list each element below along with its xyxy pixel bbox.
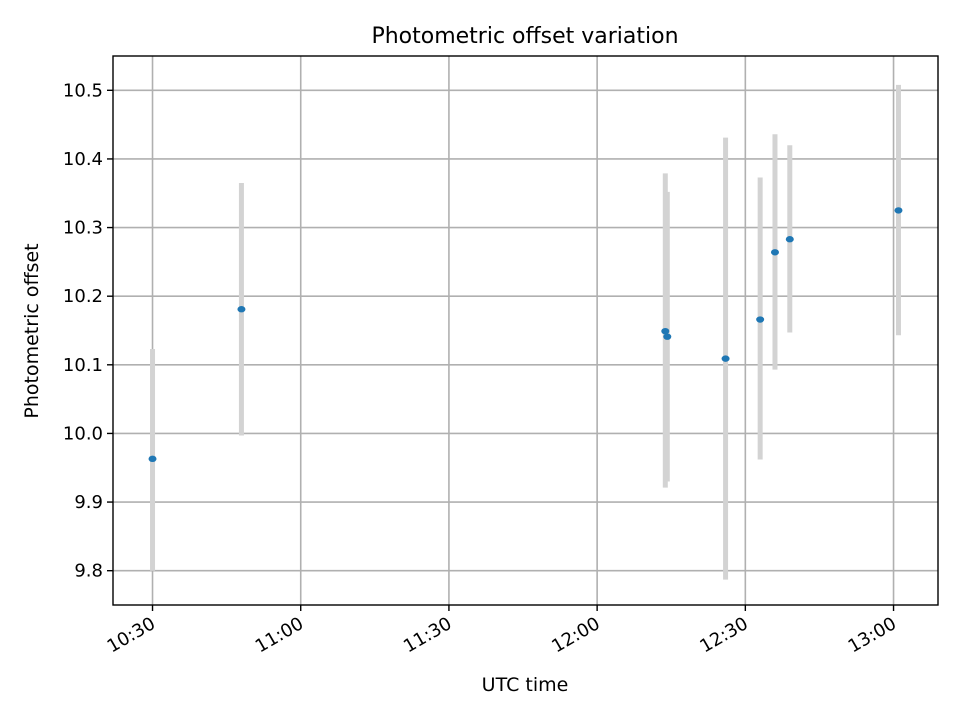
plot-frame [112,55,939,606]
y-tick-label: 9.8 [74,561,103,582]
data-point [663,333,672,340]
data-point [785,236,794,243]
y-axis-label: Photometric offset [21,243,43,418]
x-tick-label: 11:00 [252,613,307,657]
y-tick-label: 10.4 [63,149,103,170]
x-axis-label: UTC time [482,674,569,696]
data-point [756,316,765,323]
y-axis-ticks: 9.8 9.9 10.0 10.1 10.2 10.3 10.4 10.5 [63,80,113,582]
x-tick-label: 11:30 [400,613,455,657]
data-point [148,455,157,463]
data-point [721,355,730,362]
y-tick-label: 10.2 [63,286,103,307]
grid [113,56,938,605]
x-tick-label: 12:00 [548,613,603,657]
data-point [894,207,903,214]
data-point [237,306,246,313]
data-point [770,249,779,256]
x-axis-ticks: 10:30 11:00 11:30 12:00 12:30 13:00 [104,605,900,657]
chart-title: Photometric offset variation [371,24,678,49]
y-tick-label: 9.9 [74,492,103,513]
data-points [148,207,903,463]
x-tick-label: 10:30 [104,613,159,657]
y-tick-label: 10.5 [63,80,103,101]
y-tick-label: 10.0 [63,423,103,444]
y-tick-label: 10.1 [63,355,103,376]
x-tick-label: 13:00 [845,613,900,657]
x-tick-label: 12:30 [696,613,751,657]
data-point [661,327,670,335]
y-tick-label: 10.3 [63,218,103,239]
